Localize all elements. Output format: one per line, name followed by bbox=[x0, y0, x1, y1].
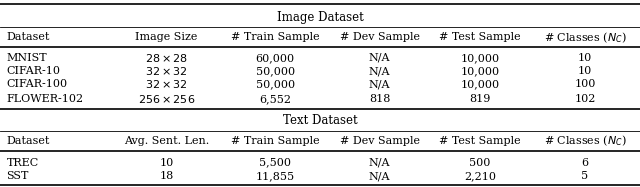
Text: MNIST: MNIST bbox=[6, 53, 47, 63]
Text: 500: 500 bbox=[469, 158, 491, 168]
Text: SST: SST bbox=[6, 171, 29, 181]
Text: 10: 10 bbox=[159, 158, 173, 168]
Text: 818: 818 bbox=[369, 94, 390, 104]
Text: 6,552: 6,552 bbox=[259, 94, 291, 104]
Text: Image Size: Image Size bbox=[135, 32, 198, 42]
Text: Dataset: Dataset bbox=[6, 136, 50, 146]
Text: $32 \times 32$: $32 \times 32$ bbox=[145, 78, 188, 90]
Text: 6: 6 bbox=[581, 158, 589, 168]
Text: N/A: N/A bbox=[369, 79, 390, 89]
Text: 10,000: 10,000 bbox=[460, 66, 500, 76]
Text: 100: 100 bbox=[574, 79, 596, 89]
Text: # Dev Sample: # Dev Sample bbox=[339, 32, 420, 42]
Text: $256 \times 256$: $256 \times 256$ bbox=[138, 93, 195, 105]
Text: # Dev Sample: # Dev Sample bbox=[339, 136, 420, 146]
Text: 2,210: 2,210 bbox=[464, 171, 496, 181]
Text: FLOWER-102: FLOWER-102 bbox=[6, 94, 84, 104]
Text: N/A: N/A bbox=[369, 66, 390, 76]
Text: # Train Sample: # Train Sample bbox=[231, 32, 319, 42]
Text: Avg. Sent. Len.: Avg. Sent. Len. bbox=[124, 136, 209, 146]
Text: # Test Sample: # Test Sample bbox=[439, 136, 521, 146]
Text: 18: 18 bbox=[159, 171, 173, 181]
Text: # Classes ($N_C$): # Classes ($N_C$) bbox=[543, 134, 627, 148]
Text: Dataset: Dataset bbox=[6, 32, 50, 42]
Text: 50,000: 50,000 bbox=[255, 79, 295, 89]
Text: 10: 10 bbox=[578, 53, 592, 63]
Text: # Test Sample: # Test Sample bbox=[439, 32, 521, 42]
Text: CIFAR-10: CIFAR-10 bbox=[6, 66, 60, 76]
Text: 5: 5 bbox=[581, 171, 589, 181]
Text: # Classes ($N_C$): # Classes ($N_C$) bbox=[543, 30, 627, 45]
Text: Text Dataset: Text Dataset bbox=[283, 114, 357, 127]
Text: 10,000: 10,000 bbox=[460, 79, 500, 89]
Text: N/A: N/A bbox=[369, 158, 390, 168]
Text: 5,500: 5,500 bbox=[259, 158, 291, 168]
Text: 60,000: 60,000 bbox=[255, 53, 295, 63]
Text: N/A: N/A bbox=[369, 171, 390, 181]
Text: N/A: N/A bbox=[369, 53, 390, 63]
Text: # Train Sample: # Train Sample bbox=[231, 136, 319, 146]
Text: Image Dataset: Image Dataset bbox=[276, 11, 364, 24]
Text: TREC: TREC bbox=[6, 158, 38, 168]
Text: $32 \times 32$: $32 \times 32$ bbox=[145, 65, 188, 77]
Text: 819: 819 bbox=[469, 94, 491, 104]
Text: 50,000: 50,000 bbox=[255, 66, 295, 76]
Text: 10,000: 10,000 bbox=[460, 53, 500, 63]
Text: 11,855: 11,855 bbox=[255, 171, 295, 181]
Text: $28 \times 28$: $28 \times 28$ bbox=[145, 52, 188, 64]
Text: CIFAR-100: CIFAR-100 bbox=[6, 79, 68, 89]
Text: 102: 102 bbox=[574, 94, 596, 104]
Text: 10: 10 bbox=[578, 66, 592, 76]
